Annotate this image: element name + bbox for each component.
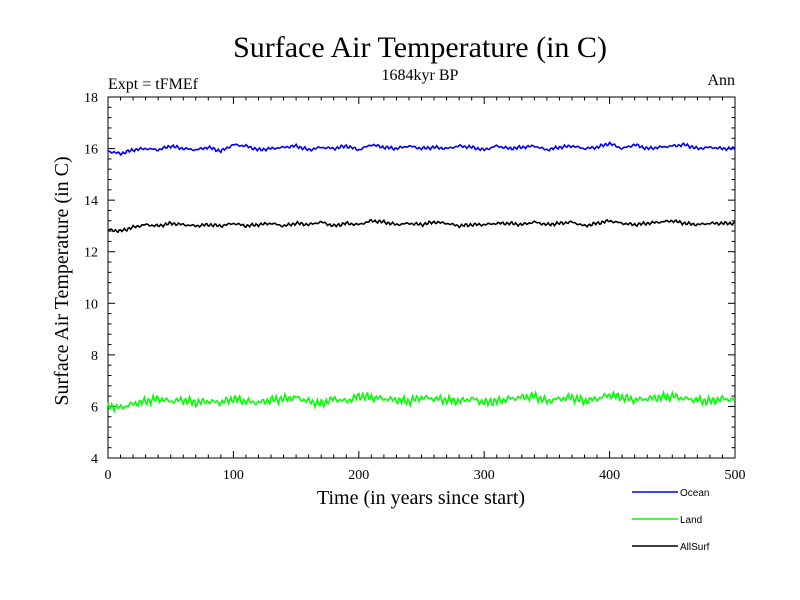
y-tick-label: 4 — [91, 452, 98, 467]
x-tick-label: 100 — [223, 468, 244, 483]
x-axis-label: Time (in years since start) — [317, 487, 525, 509]
y-axis-label: Surface Air Temperature (in C) — [51, 156, 73, 405]
x-tick-label: 500 — [725, 468, 746, 483]
y-tick-label: 18 — [84, 91, 98, 106]
legend: Ocean Land AllSurf — [632, 488, 710, 553]
series-line-allsurf — [107, 218, 736, 234]
legend-label-land: Land — [680, 515, 702, 526]
x-tick-label: 300 — [474, 468, 495, 483]
series-line-ocean — [107, 140, 736, 157]
legend-label-ocean: Ocean — [680, 488, 709, 499]
plot-frame — [107, 96, 736, 459]
season-label: Ann — [707, 72, 735, 89]
legend-label-allsurf: AllSurf — [680, 542, 710, 553]
y-tick-label: 10 — [84, 297, 98, 312]
experiment-label: Expt = tFMEf — [108, 76, 199, 93]
series-line-land — [107, 389, 736, 414]
x-tick-label: 200 — [348, 468, 369, 483]
chart-subtitle: 1684kyr BP — [382, 67, 459, 84]
y-tick-label: 14 — [84, 194, 98, 209]
plot-area: 0 100 200 300 400 500 4 6 8 10 12 14 16 18 — [84, 91, 746, 483]
chart-title: Surface Air Temperature (in C) — [233, 31, 607, 64]
y-tick-label: 12 — [84, 246, 98, 261]
x-tick-label: 400 — [599, 468, 620, 483]
y-tick-label: 16 — [84, 143, 98, 158]
y-tick-label: 8 — [91, 349, 98, 364]
x-tick-label: 0 — [105, 468, 112, 483]
y-tick-label: 6 — [91, 400, 98, 415]
